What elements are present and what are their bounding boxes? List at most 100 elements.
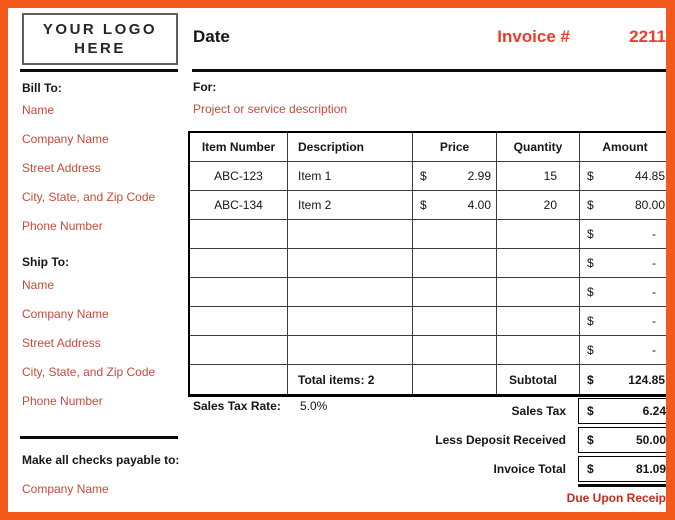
amount-cell[interactable]: $44.85	[580, 162, 670, 190]
invoice-total-divider	[578, 484, 672, 487]
col-header-amount: Amount	[602, 140, 648, 154]
price-cell[interactable]	[413, 278, 497, 306]
ship-to-city[interactable]: City, State, and Zip Code	[22, 365, 156, 379]
sales-tax-rate-label: Sales Tax Rate:	[193, 399, 281, 413]
price-cell[interactable]	[413, 336, 497, 364]
invoice-total-amount-box[interactable]: $ 81.09	[578, 456, 672, 482]
logo-placeholder[interactable]: YOUR LOGO HERE	[22, 13, 178, 65]
currency-sign: $	[587, 462, 594, 476]
amount-cell[interactable]: $ -	[580, 249, 670, 277]
less-deposit-label: Less Deposit Received	[435, 433, 566, 447]
items-table: Item Number Description Price Quantity A…	[188, 131, 672, 397]
bill-to-name[interactable]: Name	[22, 103, 55, 117]
ship-to-title: Ship To:	[22, 255, 70, 269]
item-number-cell[interactable]: ABC-134	[190, 191, 288, 219]
description-cell[interactable]	[288, 307, 413, 335]
amount-value: 44.85	[634, 169, 665, 183]
item-number-cell[interactable]	[190, 336, 288, 364]
quantity-cell[interactable]: 20	[497, 191, 580, 219]
item-number-cell[interactable]	[190, 249, 288, 277]
price-cell[interactable]: $2.99	[413, 162, 497, 190]
item-number-cell[interactable]	[190, 220, 288, 248]
currency-sign: $	[587, 433, 594, 447]
currency-sign: $	[420, 169, 427, 183]
table-row-empty: $ -	[190, 220, 670, 249]
description-cell[interactable]: Item 1	[288, 162, 413, 190]
price-cell[interactable]	[413, 249, 497, 277]
currency-sign: $	[587, 372, 594, 387]
page-border-top	[0, 0, 675, 8]
page-border-left	[0, 0, 8, 520]
total-row-spacer	[190, 365, 288, 394]
item-number-cell[interactable]	[190, 307, 288, 335]
ship-to-name[interactable]: Name	[22, 278, 55, 292]
item-number-cell[interactable]: ABC-123	[190, 162, 288, 190]
for-description[interactable]: Project or service description	[193, 102, 348, 116]
price-cell[interactable]: $4.00	[413, 191, 497, 219]
logo-line1: YOUR LOGO	[42, 20, 158, 38]
amount-value: 80.00	[634, 198, 665, 212]
col-header-item: Item Number	[190, 133, 288, 161]
bill-to-phone[interactable]: Phone Number	[22, 219, 103, 233]
price-cell[interactable]	[413, 307, 497, 335]
amount-cell[interactable]: $ -	[580, 278, 670, 306]
table-row-empty: $ -	[190, 278, 670, 307]
total-items-label: Total items: 2	[288, 365, 413, 394]
ship-to-company[interactable]: Company Name	[22, 307, 109, 321]
item-number-cell[interactable]	[190, 278, 288, 306]
invoice-total-label: Invoice Total	[493, 462, 566, 476]
currency-sign: $	[587, 169, 594, 183]
logo-divider	[20, 69, 178, 72]
invoice-total-value: 81.09	[635, 462, 666, 476]
amount-cell[interactable]: $80.00	[580, 191, 670, 219]
description-cell[interactable]	[288, 249, 413, 277]
amount-cell[interactable]: $ -	[580, 336, 670, 364]
subtotal-amount-cell: $124.85	[580, 365, 670, 394]
table-total-row: Total items: 2 Subtotal $124.85	[190, 365, 670, 394]
ship-to-phone[interactable]: Phone Number	[22, 394, 103, 408]
description-cell[interactable]	[288, 220, 413, 248]
header-divider	[192, 69, 675, 72]
sales-tax-label: Sales Tax	[511, 404, 566, 418]
description-cell[interactable]: Item 2	[288, 191, 413, 219]
amount-value: -	[652, 285, 656, 299]
amount-value: -	[652, 256, 656, 270]
table-row: ABC-134 Item 2 $4.00 20 $80.00	[190, 191, 670, 220]
bill-to-city[interactable]: City, State, and Zip Code	[22, 190, 156, 204]
description-cell[interactable]	[288, 278, 413, 306]
amount-cell[interactable]: $ -	[580, 220, 670, 248]
table-row-empty: $ -	[190, 336, 670, 365]
payable-company[interactable]: Company Name	[22, 482, 109, 496]
price-value: 2.99	[467, 169, 491, 183]
ship-to-street[interactable]: Street Address	[22, 336, 101, 350]
sales-tax-amount-box[interactable]: $ 6.24	[578, 398, 672, 424]
table-header-row: Item Number Description Price Quantity A…	[190, 133, 670, 162]
currency-sign: $	[587, 198, 594, 212]
quantity-cell[interactable]	[497, 278, 580, 306]
quantity-cell[interactable]	[497, 307, 580, 335]
price-cell[interactable]	[413, 220, 497, 248]
invoice-number-label: Invoice #	[497, 27, 570, 46]
description-cell[interactable]	[288, 336, 413, 364]
due-upon-receipt-note: Due Upon Receipt	[566, 491, 670, 505]
bill-to-company[interactable]: Company Name	[22, 132, 109, 146]
quantity-cell[interactable]	[497, 249, 580, 277]
total-row-spacer	[413, 365, 497, 394]
payable-title: Make all checks payable to:	[22, 453, 180, 467]
date-label[interactable]: Date	[193, 27, 230, 46]
bill-to-street[interactable]: Street Address	[22, 161, 101, 175]
amount-cell[interactable]: $ -	[580, 307, 670, 335]
quantity-cell[interactable]	[497, 220, 580, 248]
col-header-price: Price	[413, 133, 497, 161]
invoice-number-value[interactable]: 2211	[629, 27, 666, 46]
currency-sign: $	[587, 227, 594, 241]
bill-to-title: Bill To:	[22, 81, 62, 95]
currency-sign: $	[587, 404, 594, 418]
less-deposit-amount-box[interactable]: $ 50.00	[578, 427, 672, 453]
amount-value: -	[652, 227, 656, 241]
subtotal-label: Subtotal	[497, 365, 580, 394]
currency-sign: $	[587, 285, 594, 299]
sales-tax-rate-value[interactable]: 5.0%	[300, 399, 328, 413]
quantity-cell[interactable]	[497, 336, 580, 364]
quantity-cell[interactable]: 15	[497, 162, 580, 190]
